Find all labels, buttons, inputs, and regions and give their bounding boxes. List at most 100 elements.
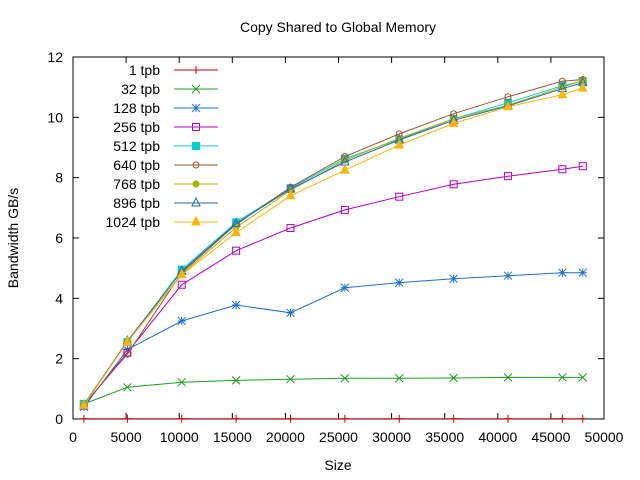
data-point xyxy=(286,414,295,423)
data-point xyxy=(231,300,241,310)
legend-label: 768 tpb xyxy=(113,176,160,192)
legend-marker xyxy=(192,161,200,169)
data-point xyxy=(557,88,568,99)
legend-marker xyxy=(191,215,201,226)
legend-marker xyxy=(191,103,201,113)
series-layer xyxy=(79,76,588,423)
series-line xyxy=(83,165,583,406)
data-point xyxy=(286,224,295,233)
y-tick-label: 12 xyxy=(47,49,63,65)
y-tick-label: 4 xyxy=(55,290,63,306)
data-point xyxy=(394,138,405,149)
data-point xyxy=(577,81,588,92)
data-point xyxy=(449,414,458,423)
legend: 1 tpb 32 tpb 128 tpb 256 tpb 512 tpb 640 tpb 7… xyxy=(106,62,218,230)
data-point xyxy=(394,373,404,383)
data-point xyxy=(176,268,187,279)
data-point xyxy=(503,100,513,111)
data-point xyxy=(449,373,458,383)
legend-label: 1 tpb xyxy=(129,62,160,78)
data-point xyxy=(558,268,567,278)
data-point xyxy=(232,246,241,255)
legend-label: 128 tpb xyxy=(113,100,160,116)
chart-title: Copy Shared to Global Memory xyxy=(240,19,436,35)
data-point xyxy=(558,373,567,382)
y-axis-label: Bandwidth GB/s xyxy=(5,188,21,288)
legend-entry: 1024 tpb xyxy=(106,214,218,230)
legend-entry: 256 tpb xyxy=(113,119,218,135)
data-point xyxy=(394,278,404,288)
data-point xyxy=(285,189,296,200)
data-point xyxy=(232,414,241,423)
series-1 xyxy=(79,414,587,423)
data-point xyxy=(503,271,513,281)
legend-label: 512 tpb xyxy=(113,138,160,154)
x-tick-label: 0 xyxy=(69,429,77,445)
data-point xyxy=(340,205,349,214)
legend-entry: 1 tpb xyxy=(129,62,218,78)
data-point xyxy=(123,382,132,392)
data-point xyxy=(286,374,295,384)
data-point xyxy=(503,414,512,423)
x-tick-label: 10000 xyxy=(160,429,199,445)
data-point xyxy=(177,316,187,326)
data-point xyxy=(449,274,458,284)
data-point xyxy=(340,373,350,383)
x-tick-label: 5000 xyxy=(111,429,142,445)
data-point xyxy=(395,414,404,423)
series-line xyxy=(83,272,583,408)
x-tick-label: 15000 xyxy=(213,429,252,445)
data-point xyxy=(123,348,132,357)
data-point xyxy=(79,399,89,409)
data-point xyxy=(177,414,186,423)
data-point xyxy=(231,376,241,385)
legend-entry: 512 tpb xyxy=(113,138,218,154)
data-point xyxy=(122,335,133,346)
legend-marker xyxy=(192,180,200,188)
data-point xyxy=(578,162,587,171)
series-line xyxy=(83,82,583,406)
legend-entry: 128 tpb xyxy=(113,100,218,116)
data-point xyxy=(231,226,241,237)
data-point xyxy=(79,414,88,423)
data-point xyxy=(558,414,567,423)
y-tick-label: 10 xyxy=(47,109,63,125)
data-point xyxy=(503,172,512,181)
data-point xyxy=(123,414,132,423)
series-line xyxy=(83,376,583,405)
x-tick-label: 25000 xyxy=(319,429,358,445)
data-point xyxy=(286,308,295,318)
legend-marker xyxy=(192,142,200,150)
data-point xyxy=(177,280,186,289)
legend-label: 896 tpb xyxy=(113,195,160,211)
x-tick-label: 45000 xyxy=(531,429,570,445)
x-tick-label: 30000 xyxy=(372,429,411,445)
data-point xyxy=(340,283,350,293)
x-tick-label: 35000 xyxy=(425,429,464,445)
legend-marker xyxy=(192,66,200,74)
y-tick-label: 6 xyxy=(55,230,63,246)
legend-label: 32 tpb xyxy=(121,81,160,97)
legend-entry: 768 tpb xyxy=(113,176,218,192)
data-point xyxy=(123,350,131,358)
data-point xyxy=(448,117,459,127)
data-point xyxy=(449,180,458,189)
y-tick-label: 0 xyxy=(55,411,63,427)
data-point xyxy=(578,373,588,382)
series-9 xyxy=(79,81,588,409)
x-tick-label: 40000 xyxy=(478,429,517,445)
data-point xyxy=(558,165,567,174)
legend-label: 1024 tpb xyxy=(106,214,161,230)
x-tick-label: 50000 xyxy=(585,429,624,445)
data-point xyxy=(395,192,404,201)
x-axis-label: Size xyxy=(324,457,351,473)
legend-entry: 32 tpb xyxy=(121,81,218,97)
y-tick-label: 2 xyxy=(55,351,63,367)
data-point xyxy=(177,377,187,387)
series-3 xyxy=(79,268,588,412)
legend-entry: 640 tpb xyxy=(113,157,218,173)
data-point xyxy=(340,414,349,423)
data-point xyxy=(578,414,587,423)
series-2 xyxy=(79,373,588,409)
